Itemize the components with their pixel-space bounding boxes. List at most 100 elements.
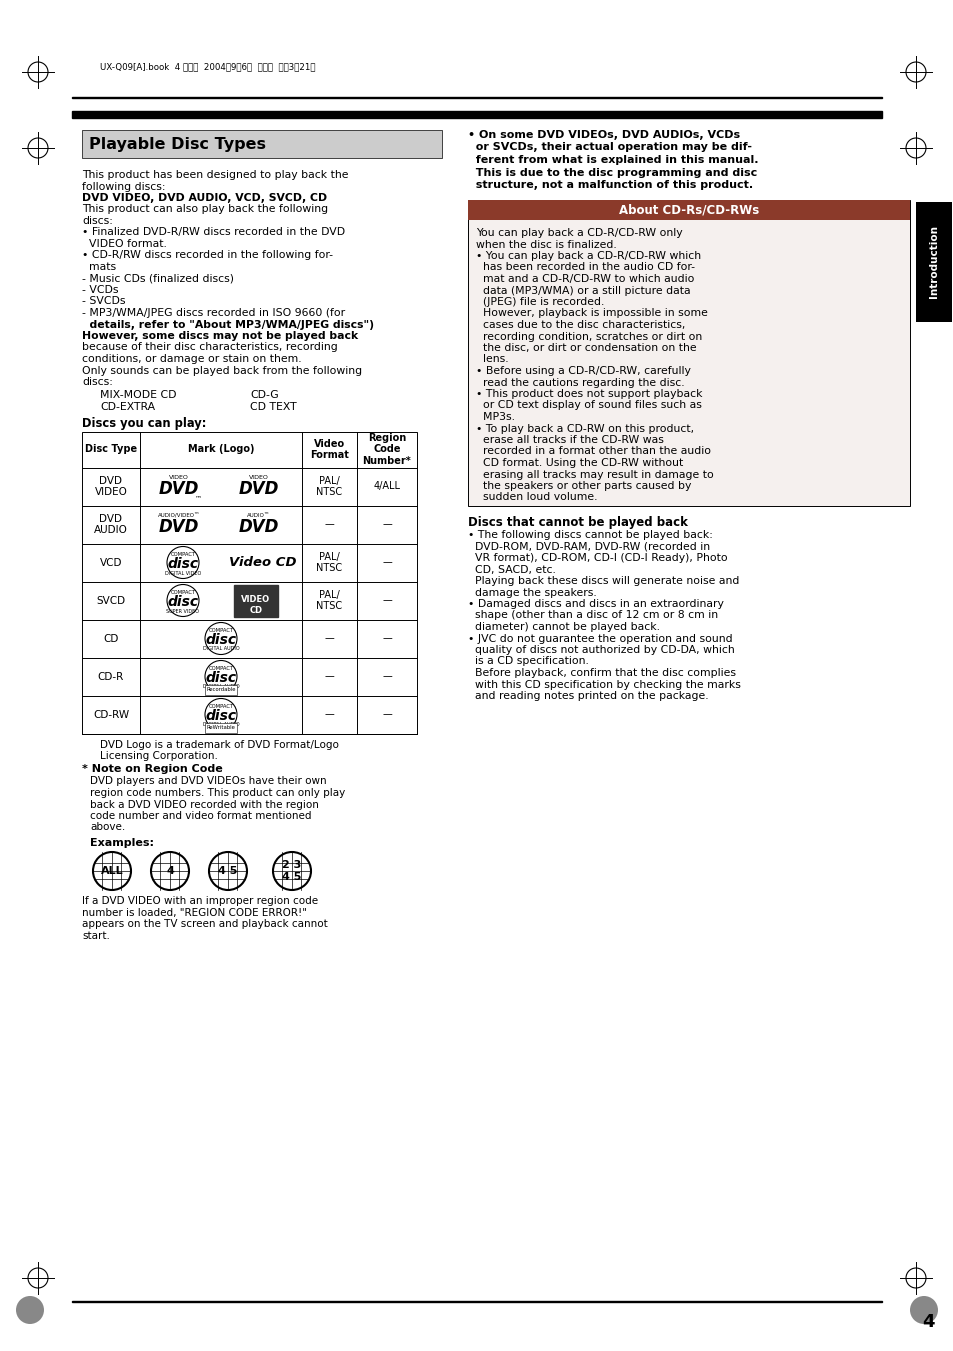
Text: ™: ™	[195, 496, 202, 501]
Text: region code numbers. This product can only play: region code numbers. This product can on…	[90, 788, 345, 798]
Text: ALL: ALL	[101, 866, 123, 875]
Text: has been recorded in the audio CD for-: has been recorded in the audio CD for-	[476, 262, 695, 273]
Text: DVD VIDEO, DVD AUDIO, VCD, SVCD, CD: DVD VIDEO, DVD AUDIO, VCD, SVCD, CD	[82, 193, 327, 203]
Circle shape	[151, 852, 189, 890]
Circle shape	[273, 852, 311, 890]
Text: —: —	[382, 709, 392, 720]
Text: PAL/
NTSC: PAL/ NTSC	[316, 476, 342, 497]
Text: CD-G: CD-G	[250, 390, 278, 400]
Text: Region
Code
Number*: Region Code Number*	[362, 432, 411, 466]
Text: Playable Disc Types: Playable Disc Types	[89, 138, 266, 153]
Circle shape	[167, 585, 199, 616]
Text: DVD
AUDIO: DVD AUDIO	[94, 513, 128, 535]
Text: DVD: DVD	[238, 480, 279, 497]
Text: VIDEO: VIDEO	[249, 476, 269, 480]
Text: Only sounds can be played back from the following: Only sounds can be played back from the …	[82, 366, 362, 376]
Text: Before playback, confirm that the disc complies: Before playback, confirm that the disc c…	[468, 667, 735, 678]
Bar	[82, 130, 441, 158]
Text: 4/ALL: 4/ALL	[374, 481, 400, 492]
Text: —: —	[324, 634, 334, 643]
Text: DVD players and DVD VIDEOs have their own: DVD players and DVD VIDEOs have their ow…	[90, 777, 326, 786]
Circle shape	[92, 852, 131, 890]
Text: and reading notes printed on the package.: and reading notes printed on the package…	[468, 690, 708, 701]
Text: However, playback is impossible in some: However, playback is impossible in some	[476, 308, 707, 319]
Text: structure, not a malfunction of this product.: structure, not a malfunction of this pro…	[468, 180, 752, 190]
Text: cases due to the disc characteristics,: cases due to the disc characteristics,	[476, 320, 684, 330]
Text: • CD-R/RW discs recorded in the following for-: • CD-R/RW discs recorded in the followin…	[82, 250, 333, 261]
Text: - SVCDs: - SVCDs	[82, 296, 126, 307]
Text: • You can play back a CD-R/CD-RW which: • You can play back a CD-R/CD-RW which	[476, 251, 700, 261]
Text: MP3s.: MP3s.	[476, 412, 515, 422]
Text: CD, SACD, etc.: CD, SACD, etc.	[468, 565, 556, 574]
Text: recording condition, scratches or dirt on: recording condition, scratches or dirt o…	[476, 331, 701, 342]
Text: However, some discs may not be played back: However, some discs may not be played ba…	[82, 331, 357, 340]
Bar	[71, 1301, 882, 1302]
Text: ferent from what is explained in this manual.: ferent from what is explained in this ma…	[468, 155, 758, 165]
Text: —: —	[324, 671, 334, 681]
Text: Discs that cannot be played back: Discs that cannot be played back	[468, 516, 687, 530]
Text: • This product does not support playback: • This product does not support playback	[476, 389, 701, 399]
Text: - MP3/WMA/JPEG discs recorded in ISO 9660 (for: - MP3/WMA/JPEG discs recorded in ISO 966…	[82, 308, 345, 317]
Text: erase all tracks if the CD-RW was: erase all tracks if the CD-RW was	[476, 435, 663, 444]
Text: back a DVD VIDEO recorded with the region: back a DVD VIDEO recorded with the regio…	[90, 800, 318, 809]
Text: is a CD specification.: is a CD specification.	[468, 657, 588, 666]
Text: COMPACT: COMPACT	[171, 590, 195, 594]
Text: sudden loud volume.: sudden loud volume.	[476, 493, 597, 503]
Text: or CD text display of sound files such as: or CD text display of sound files such a…	[476, 400, 701, 411]
Text: disc: disc	[168, 594, 198, 608]
Bar	[205, 685, 236, 694]
Text: ReWritable: ReWritable	[207, 725, 235, 730]
Circle shape	[209, 852, 247, 890]
Text: - Music CDs (finalized discs): - Music CDs (finalized discs)	[82, 273, 233, 284]
Text: diameter) cannot be played back.: diameter) cannot be played back.	[468, 621, 659, 632]
Circle shape	[205, 661, 236, 693]
Text: —: —	[382, 520, 392, 530]
Text: • The following discs cannot be played back:: • The following discs cannot be played b…	[468, 530, 712, 540]
Text: • To play back a CD-RW on this product,: • To play back a CD-RW on this product,	[476, 423, 694, 434]
Text: • Damaged discs and discs in an extraordinary: • Damaged discs and discs in an extraord…	[468, 598, 723, 609]
Bar	[468, 200, 909, 220]
Text: • On some DVD VIDEOs, DVD AUDIOs, VCDs: • On some DVD VIDEOs, DVD AUDIOs, VCDs	[468, 130, 740, 141]
Text: following discs:: following discs:	[82, 181, 165, 192]
Text: Disc Type: Disc Type	[85, 444, 137, 454]
Text: COMPACT: COMPACT	[208, 704, 233, 709]
Text: About CD-Rs/CD-RWs: About CD-Rs/CD-RWs	[618, 204, 759, 216]
Text: the disc, or dirt or condensation on the: the disc, or dirt or condensation on the	[476, 343, 696, 353]
Bar	[915, 203, 951, 322]
Text: —: —	[382, 671, 392, 681]
Text: damage the speakers.: damage the speakers.	[468, 588, 597, 597]
Text: shape (other than a disc of 12 cm or 8 cm in: shape (other than a disc of 12 cm or 8 c…	[468, 611, 718, 620]
Text: CD TEXT: CD TEXT	[250, 403, 296, 412]
Text: discs:: discs:	[82, 377, 112, 386]
Text: MIX-MODE CD: MIX-MODE CD	[100, 390, 176, 400]
Bar	[205, 723, 236, 732]
Text: VIDEO format.: VIDEO format.	[82, 239, 167, 249]
Text: (JPEG) file is recorded.: (JPEG) file is recorded.	[476, 297, 604, 307]
Text: when the disc is finalized.: when the disc is finalized.	[476, 239, 616, 250]
Text: DIGITAL VIDEO: DIGITAL VIDEO	[165, 571, 201, 576]
Text: • JVC do not guarantee the operation and sound: • JVC do not guarantee the operation and…	[468, 634, 732, 643]
Text: SUPER VIDEO: SUPER VIDEO	[167, 609, 199, 613]
Text: CD: CD	[103, 634, 118, 643]
Circle shape	[205, 698, 236, 731]
Text: AUDIO/VIDEO™: AUDIO/VIDEO™	[157, 513, 200, 519]
Text: DVD: DVD	[238, 517, 279, 535]
Text: —: —	[324, 520, 334, 530]
Text: DVD
VIDEO: DVD VIDEO	[94, 476, 128, 497]
Text: quality of discs not authorized by CD-DA, which: quality of discs not authorized by CD-DA…	[468, 644, 734, 655]
Text: mat and a CD-R/CD-RW to which audio: mat and a CD-R/CD-RW to which audio	[476, 274, 694, 284]
Text: CD: CD	[249, 607, 262, 615]
Text: 2 3
4 5: 2 3 4 5	[282, 861, 301, 882]
Text: erasing all tracks may result in damage to: erasing all tracks may result in damage …	[476, 470, 713, 480]
Text: SVCD: SVCD	[96, 596, 126, 605]
Text: CD-RW: CD-RW	[92, 709, 129, 720]
Circle shape	[909, 1296, 937, 1324]
Text: —: —	[382, 558, 392, 567]
Text: AUDIO™: AUDIO™	[247, 513, 271, 517]
Text: • Finalized DVD-R/RW discs recorded in the DVD: • Finalized DVD-R/RW discs recorded in t…	[82, 227, 345, 238]
Text: above.: above.	[90, 823, 125, 832]
Text: PAL/
NTSC: PAL/ NTSC	[316, 551, 342, 573]
Text: DVD: DVD	[158, 517, 199, 535]
Text: recorded in a format other than the audio: recorded in a format other than the audi…	[476, 446, 710, 457]
Text: Playing back these discs will generate noise and: Playing back these discs will generate n…	[468, 576, 739, 586]
